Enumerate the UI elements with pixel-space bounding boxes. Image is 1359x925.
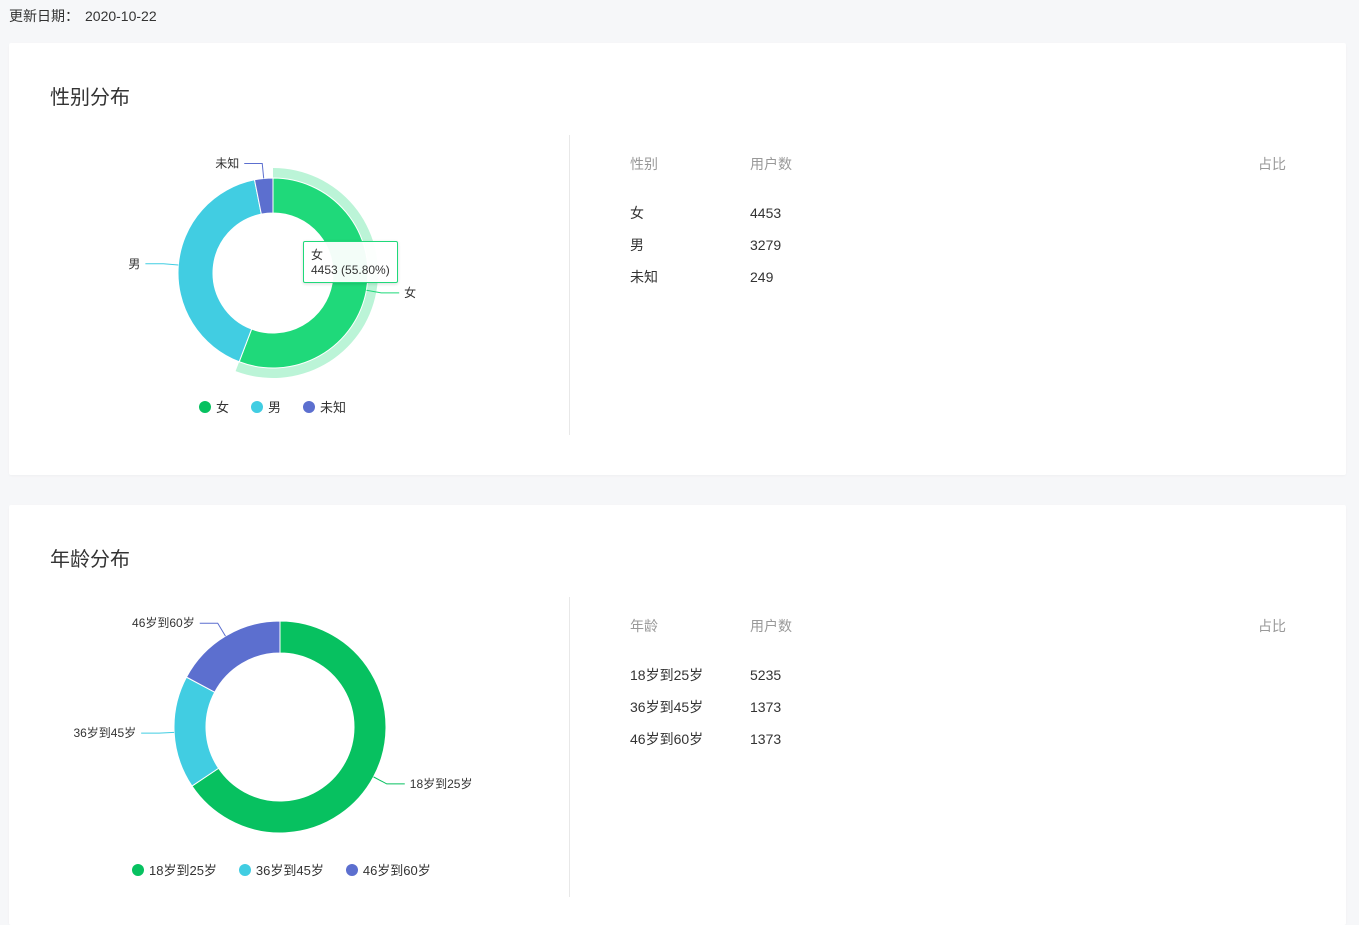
row-count: 1373	[750, 699, 782, 715]
age-donut-svg: 18岁到25岁 36岁到45岁 46岁到60岁	[73, 615, 473, 834]
update-date: 更新日期： 2020-10-22	[9, 6, 157, 26]
legend-item-unknown[interactable]: 未知	[303, 397, 346, 416]
slice-label: 36岁到45岁	[73, 725, 136, 740]
table-row: 未知 249	[630, 261, 1286, 293]
gender-legend: 女 男 未知	[199, 397, 346, 416]
label-line	[366, 289, 400, 294]
donut-slice-1[interactable]	[173, 676, 220, 787]
gender-title: 性别分布	[50, 87, 130, 109]
gender-table: 性别 用户数 占比 女 4453 男 3279 未知 249	[630, 153, 1286, 293]
header-gender: 性别	[630, 156, 658, 172]
legend-item-male[interactable]: 男	[251, 397, 281, 416]
age-table: 年龄 用户数 占比 18岁到25岁 5235 36岁到45岁 1373 46岁到…	[630, 615, 1286, 755]
tooltip-name: 女	[311, 248, 324, 262]
age-card: 年龄分布 18岁到25岁 36岁到45岁 46岁到60岁 18岁到25岁 36岁到4…	[9, 505, 1346, 925]
legend-item-36-45[interactable]: 36岁到45岁	[238, 860, 324, 879]
legend-item-female[interactable]: 女	[199, 397, 229, 416]
row-label: 男	[630, 237, 644, 253]
slice-label: 18岁到25岁	[410, 776, 473, 791]
age-chart: 18岁到25岁 36岁到45岁 46岁到60岁 18岁到25岁 36岁到45岁 46…	[9, 505, 569, 925]
donut-slice-2[interactable]	[253, 177, 274, 215]
legend-dot-icon	[238, 863, 251, 876]
table-row: 46岁到60岁 1373	[630, 723, 1286, 755]
header-ratio: 占比	[1258, 618, 1286, 634]
donut-slice-0[interactable]	[191, 620, 387, 834]
slice-label: 男	[128, 257, 140, 271]
row-label: 女	[630, 205, 644, 221]
legend-item-18-25[interactable]: 18岁到25岁	[132, 860, 217, 879]
table-header: 年龄 用户数 占比	[630, 615, 1286, 637]
legend-label: 36岁到45岁	[255, 863, 324, 878]
divider	[569, 597, 570, 897]
table-row: 女 4453	[630, 197, 1286, 229]
label-line	[244, 163, 265, 179]
gender-card: 性别分布 女男未知 女 4453 (55.80%) 女 男 未知 性别 用户数	[9, 43, 1346, 475]
tooltip-value: 4453 (55.80%)	[311, 263, 390, 277]
header-count: 用户数	[750, 156, 792, 172]
slice-label: 未知	[215, 157, 239, 171]
legend-dot-icon	[345, 863, 358, 876]
label-line	[199, 622, 226, 637]
update-date-label: 更新日期：	[9, 8, 79, 24]
donut-slice-1[interactable]	[177, 179, 262, 363]
slice-label: 46岁到60岁	[132, 615, 195, 630]
legend-label: 46岁到60岁	[362, 863, 431, 878]
table-row: 男 3279	[630, 229, 1286, 261]
legend-dot-icon	[303, 400, 316, 413]
header-ratio: 占比	[1258, 156, 1286, 172]
row-label: 46岁到60岁	[630, 731, 704, 747]
row-label: 18岁到25岁	[630, 667, 704, 683]
gender-chart: 女男未知 女 4453 (55.80%) 女 男 未知	[9, 43, 569, 463]
age-title: 年龄分布	[50, 549, 130, 571]
legend-label: 18岁到25岁	[149, 863, 217, 878]
donut-slice-2[interactable]	[185, 620, 281, 693]
row-count: 3279	[750, 237, 782, 253]
gender-tooltip: 女 4453 (55.80%)	[303, 241, 398, 283]
legend-dot-icon	[199, 400, 211, 413]
legend-label: 男	[268, 400, 282, 415]
divider	[569, 135, 570, 435]
row-count: 4453	[750, 205, 782, 221]
table-row: 18岁到25岁 5235	[630, 659, 1286, 691]
legend-item-46-60[interactable]: 46岁到60岁	[345, 860, 431, 879]
label-line	[373, 776, 405, 785]
label-line	[145, 263, 179, 266]
legend-dot-icon	[132, 863, 144, 876]
row-label: 未知	[630, 269, 658, 285]
table-header: 性别 用户数 占比	[630, 153, 1286, 175]
row-count: 5235	[750, 667, 782, 683]
legend-dot-icon	[251, 400, 264, 413]
header-age: 年龄	[630, 618, 658, 634]
legend-label: 女	[216, 400, 230, 415]
label-line	[141, 731, 175, 734]
header-count: 用户数	[750, 618, 792, 634]
table-row: 36岁到45岁 1373	[630, 691, 1286, 723]
update-date-value: 2020-10-22	[85, 8, 157, 24]
slice-label: 女	[404, 285, 416, 300]
age-legend: 18岁到25岁 36岁到45岁 46岁到60岁	[132, 860, 431, 879]
row-count: 249	[750, 269, 774, 285]
row-label: 36岁到45岁	[630, 699, 704, 715]
row-count: 1373	[750, 731, 782, 747]
legend-label: 未知	[320, 400, 347, 415]
